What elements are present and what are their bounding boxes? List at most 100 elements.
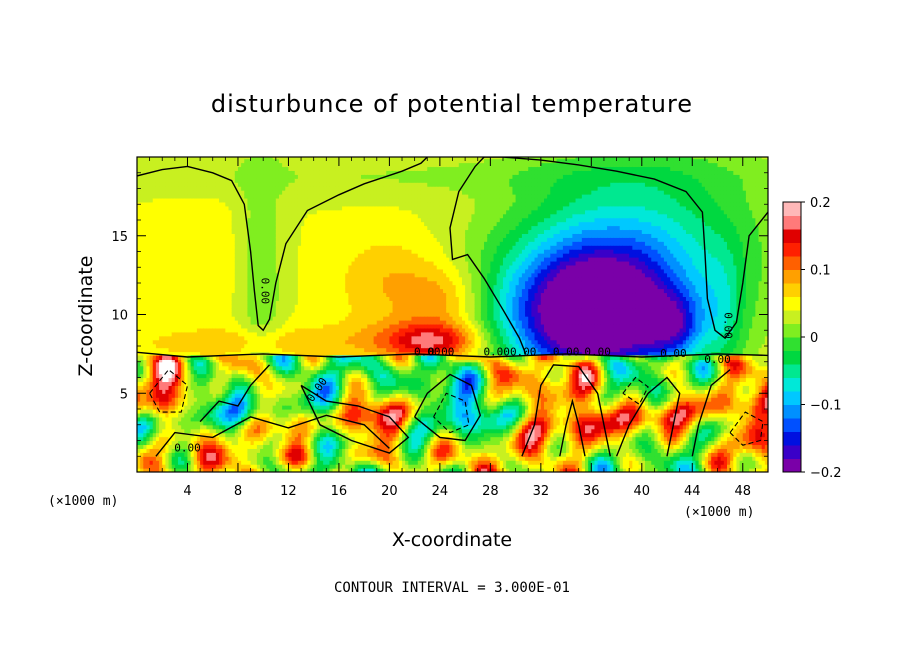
field-cell (187, 316, 192, 321)
field-cell (215, 347, 220, 353)
field-cell (165, 257, 170, 262)
field-cell (152, 347, 157, 353)
field-cell (215, 205, 220, 211)
field-cell (155, 272, 160, 278)
field-cell (178, 158, 182, 164)
field-cell (178, 272, 182, 278)
field-cell (165, 190, 170, 195)
field-cell (215, 288, 220, 294)
field-cell (260, 300, 264, 305)
field-cell (140, 225, 144, 231)
field-cell (244, 174, 249, 179)
field-cell (244, 197, 249, 203)
field-cell (168, 197, 173, 203)
field-cell (200, 225, 204, 231)
field-cell (140, 237, 144, 242)
field-cell (215, 213, 220, 219)
field-cell (222, 174, 226, 179)
field-cell (162, 347, 166, 353)
field-cell (241, 320, 245, 325)
field-cell (215, 182, 220, 187)
field-cell (140, 304, 144, 309)
field-cell (256, 296, 261, 301)
field-cell (219, 213, 223, 219)
field-cell (241, 205, 245, 211)
field-cell (174, 174, 179, 179)
field-cell (215, 272, 220, 278)
field-cell (244, 276, 249, 282)
field-cell (237, 174, 242, 179)
field-cell (146, 209, 151, 215)
field-cell (212, 217, 217, 223)
field-cell (193, 178, 198, 183)
field-cell (140, 292, 144, 297)
field-cell (178, 296, 182, 301)
field-cell (209, 276, 214, 282)
field-cell (253, 288, 258, 294)
field-cell (237, 343, 242, 349)
field-cell (196, 292, 201, 297)
field-cell (209, 292, 214, 297)
field-cell (209, 351, 214, 357)
field-cell (165, 221, 170, 227)
field-cell (241, 170, 245, 175)
field-cell (225, 213, 230, 219)
field-cell (228, 323, 233, 329)
field-cell (165, 300, 170, 305)
field-cell (187, 312, 192, 317)
field-cell (187, 190, 192, 195)
field-cell (143, 197, 148, 203)
field-cell (231, 280, 236, 286)
field-cell (165, 162, 170, 168)
field-cell (206, 158, 211, 164)
field-cell (196, 229, 201, 234)
field-cell (250, 241, 255, 246)
field-cell (190, 209, 195, 215)
field-cell (149, 335, 154, 341)
field-cell (247, 174, 252, 179)
field-cell (200, 323, 204, 329)
field-cell (146, 237, 151, 242)
field-cell (152, 217, 157, 223)
field-cell (174, 351, 179, 357)
field-cell (222, 288, 226, 294)
field-cell (171, 292, 176, 297)
field-cell (196, 213, 201, 219)
field-cell (241, 229, 245, 234)
field-cell (137, 288, 141, 294)
field-cell (237, 237, 242, 242)
field-cell (241, 339, 245, 345)
field-cell (146, 197, 151, 203)
field-cell (152, 308, 157, 313)
field-cell (174, 343, 179, 349)
field-cell (178, 194, 182, 199)
field-cell (250, 197, 255, 203)
field-cell (143, 205, 148, 211)
field-cell (168, 182, 173, 187)
field-cell (225, 268, 230, 274)
field-cell (159, 209, 163, 215)
field-cell (149, 300, 154, 305)
field-cell (187, 296, 192, 301)
field-cell (174, 347, 179, 353)
field-cell (219, 253, 223, 258)
field-cell (225, 233, 230, 238)
field-cell (165, 241, 170, 246)
field-cell (155, 339, 160, 345)
field-cell (181, 190, 185, 195)
field-cell (174, 186, 179, 191)
field-cell (174, 205, 179, 211)
field-cell (140, 245, 144, 250)
field-cell (234, 268, 239, 274)
field-cell (155, 186, 160, 191)
field-cell (178, 253, 182, 258)
field-cell (193, 205, 198, 211)
field-cell (165, 316, 170, 321)
field-cell (219, 308, 223, 313)
field-cell (231, 190, 236, 195)
field-cell (184, 170, 189, 175)
field-cell (203, 347, 207, 353)
field-cell (231, 170, 236, 175)
field-cell (146, 276, 151, 282)
field-cell (187, 339, 192, 345)
